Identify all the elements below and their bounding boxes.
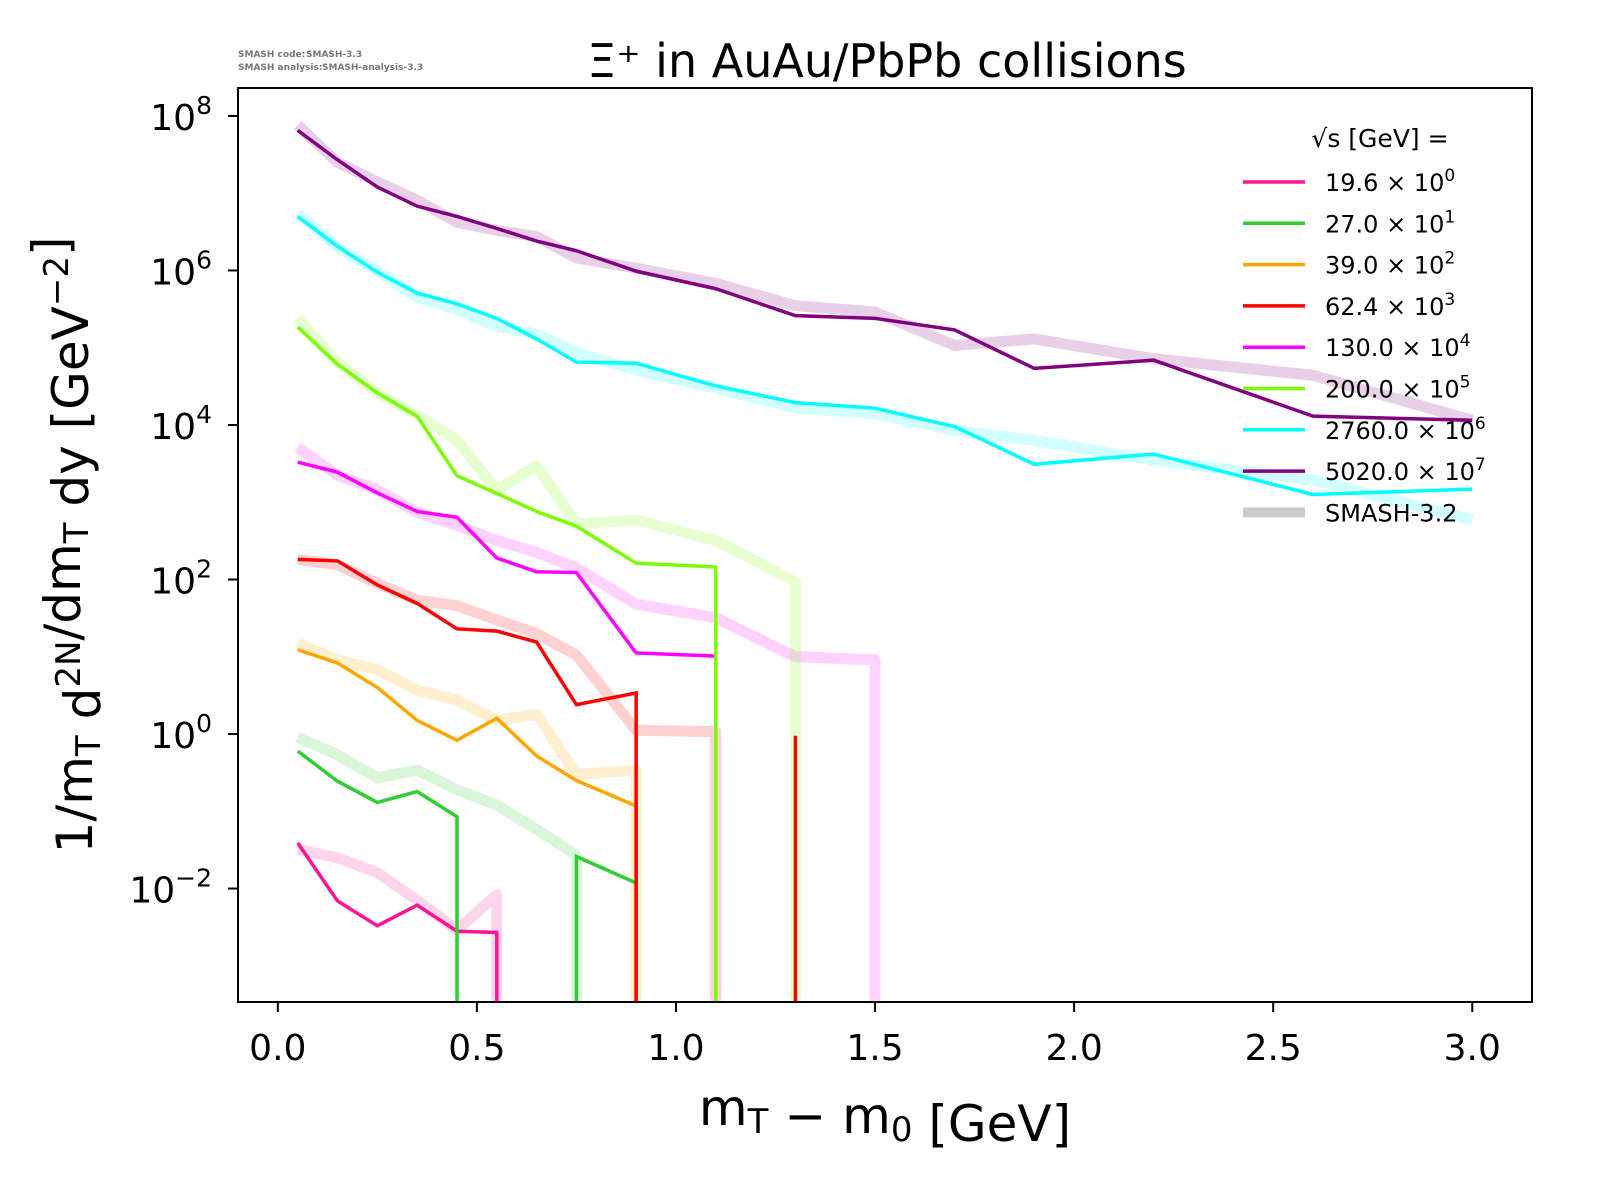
reference-series-group — [293, 121, 1474, 1002]
meta-code-value: SMASH-3.3 — [306, 50, 362, 60]
series-line-62.4 — [297, 557, 798, 1002]
x-tick-label: 2.5 — [1245, 1028, 1302, 1069]
y-tick-label: 102 — [150, 555, 212, 603]
y-tick-label: 108 — [150, 91, 212, 139]
meta-analysis-value: SMASH-analysis-3.3 — [322, 63, 423, 73]
legend: √s [GeV] = 19.6 × 100 27.0 × 101 39.0 × 10… — [1243, 124, 1486, 527]
x-tick-label: 1.5 — [846, 1028, 903, 1069]
legend-title: √s [GeV] = — [1311, 124, 1448, 153]
meta-code-label: SMASH code: — [238, 50, 305, 60]
reference-line-130.0 — [294, 443, 881, 1002]
legend-label-19.6: 19.6 × 100 — [1325, 166, 1455, 197]
x-axis: 0.0 0.5 1.0 1.5 2.0 2.5 3.0 — [249, 1002, 1501, 1069]
reference-line-62.4 — [296, 553, 722, 1002]
y-tick-label: 100 — [150, 709, 212, 757]
y-axis-label: 1/mT d2N/dmT dy [GeV−2] — [22, 237, 112, 854]
reference-line-27.0 — [295, 732, 582, 1002]
series-line-200.0 — [296, 325, 718, 1002]
y-tick-label: 10−2 — [129, 864, 212, 912]
legend-label-2760.0: 2760.0 × 106 — [1325, 414, 1486, 445]
legend-label-62.4: 62.4 × 103 — [1325, 290, 1455, 321]
reference-line-5020.0 — [293, 121, 1474, 426]
x-axis-label: mT − m0 [GeV] — [699, 1079, 1071, 1153]
legend-label-130.0: 130.0 × 104 — [1325, 331, 1470, 362]
y-tick-label: 106 — [150, 245, 212, 293]
x-tick-label: 3.0 — [1444, 1028, 1501, 1069]
x-tick-label: 1.0 — [647, 1028, 704, 1069]
x-tick-label: 0.0 — [249, 1028, 306, 1069]
chart-title: Ξ⁺ in AuAu/PbPb collisions — [587, 34, 1187, 88]
legend-label-27.0: 27.0 × 101 — [1325, 207, 1455, 238]
y-axis: 108 106 104 102 100 10−2 — [129, 91, 238, 912]
series-line-19.6 — [296, 841, 499, 1002]
series-line-130.0 — [297, 460, 718, 1002]
reference-line-19.6 — [296, 844, 503, 1002]
series-group — [296, 128, 1473, 1002]
legend-label-reference: SMASH-3.2 — [1325, 499, 1457, 527]
legend-label-5020.0: 5020.0 × 107 — [1325, 455, 1486, 486]
x-tick-label: 2.0 — [1045, 1028, 1102, 1069]
x-tick-label: 0.5 — [448, 1028, 505, 1069]
y-tick-label: 104 — [150, 400, 212, 448]
series-line-39.0 — [297, 648, 638, 1002]
legend-label-39.0: 39.0 × 102 — [1325, 249, 1455, 280]
plot-frame — [237, 87, 1533, 1003]
reference-line-39.0 — [295, 638, 642, 1002]
series-line-2760.0 — [296, 215, 1473, 497]
series-line-5020.0 — [296, 128, 1473, 423]
meta-analysis-label: SMASH analysis: — [238, 63, 322, 73]
legend-label-200.0: 200.0 × 105 — [1325, 373, 1470, 404]
reference-line-2760.0 — [294, 209, 1474, 526]
